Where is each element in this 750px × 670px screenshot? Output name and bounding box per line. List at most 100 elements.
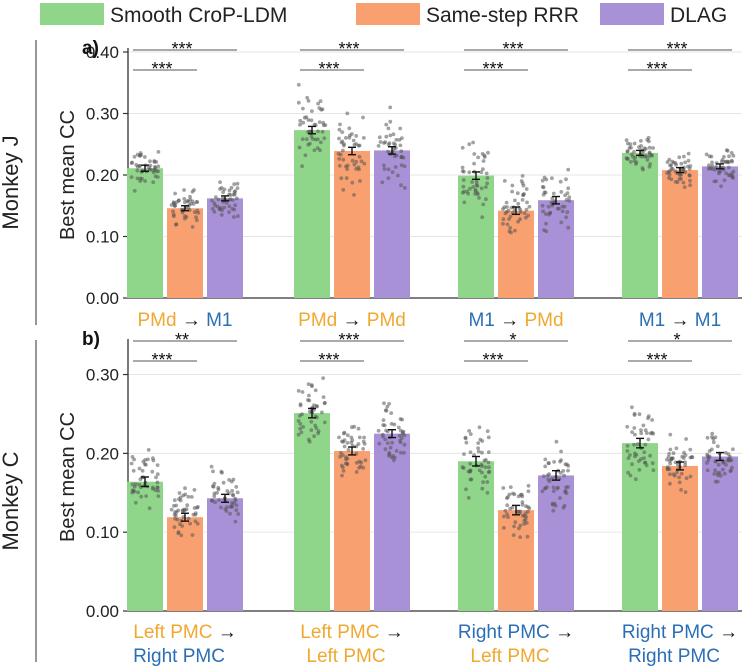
data-dot [315,146,320,151]
data-dot [487,465,491,470]
source-area: Left PMC [300,622,384,643]
data-dot [402,186,407,190]
data-dot [377,135,382,140]
x-category-label: M1 → M1 [639,310,721,331]
data-dot [508,485,513,489]
data-dot [345,163,350,168]
data-dot [513,228,517,233]
data-dot [666,455,671,459]
data-dot [544,229,549,234]
x-category-label: M1 → PMd [468,310,563,331]
data-dot [667,176,671,180]
data-dot [388,105,393,110]
data-dot [564,177,568,182]
data-dot [340,465,345,470]
data-dot [648,453,652,458]
data-dot [639,431,644,436]
significance-stars: *** [646,350,667,370]
data-dot [520,500,525,504]
data-dot [707,449,712,453]
data-dot [169,203,174,207]
data-dot [337,136,341,141]
data-dot [635,442,640,447]
data-dot [518,523,523,528]
data-dot [399,436,404,440]
data-dot [296,82,301,87]
data-dot [380,180,385,185]
data-dot [715,471,720,475]
data-dot [137,466,142,471]
data-dot [641,423,646,428]
data-dot [398,450,403,455]
data-dot [148,159,152,164]
data-dot [182,508,187,513]
target-area: M1 [695,310,721,331]
data-dot [518,217,522,222]
data-dot [385,441,390,445]
data-dot [354,159,359,164]
data-dot [185,503,190,508]
data-dot [546,204,551,209]
data-dot [177,491,182,495]
data-dot [637,412,642,417]
data-dot [683,453,688,458]
data-dot [232,207,237,212]
data-dot [230,198,235,202]
data-dot [139,152,144,157]
data-dot [675,180,680,185]
data-dot [518,535,523,539]
data-dot [383,447,388,452]
bar-1-2 [294,413,330,611]
data-dot [645,431,649,435]
data-dot [646,437,651,442]
data-dot [399,163,404,168]
legend-label-1: Smooth CroP-LDM [110,4,287,27]
data-dot [316,431,320,436]
data-dot [143,463,148,467]
data-dot [624,138,629,143]
data-dot [719,159,724,164]
data-dot [546,461,551,465]
data-dot [523,517,528,522]
data-dot [393,142,397,147]
data-dot [140,468,145,473]
bar-3-3 [538,200,574,298]
data-dot [390,440,394,445]
bar-1-3 [458,175,494,298]
legend-label-3: DLAG [670,4,727,27]
data-dot [212,481,217,486]
data-dot [503,211,508,216]
data-dot [402,442,407,447]
data-dot [559,190,564,194]
data-dot [668,461,673,466]
data-dot [232,190,237,194]
y-tick-label: 0.00 [86,602,119,621]
data-dot [485,490,490,495]
data-dot [705,435,710,440]
data-dot [322,420,327,425]
data-dot [312,434,316,439]
arrow: → [182,310,206,331]
data-dot [564,491,569,496]
data-dot [688,474,693,479]
data-dot [134,163,139,167]
data-dot [460,145,465,150]
data-dot [341,469,346,473]
data-dot [630,405,634,410]
data-dot [683,490,688,494]
data-dot [212,209,217,214]
data-dot [195,200,200,204]
data-dot [669,457,674,462]
data-dot [222,205,227,210]
data-dot [228,505,233,509]
data-dot [480,152,485,156]
data-dot [665,160,670,165]
data-dot [227,204,232,209]
data-dot [637,468,642,472]
data-dot [183,486,187,491]
data-dot [540,178,545,183]
significance-stars: *** [318,350,339,370]
data-dot [686,158,691,163]
data-dot [154,160,159,164]
data-dot [460,465,465,470]
